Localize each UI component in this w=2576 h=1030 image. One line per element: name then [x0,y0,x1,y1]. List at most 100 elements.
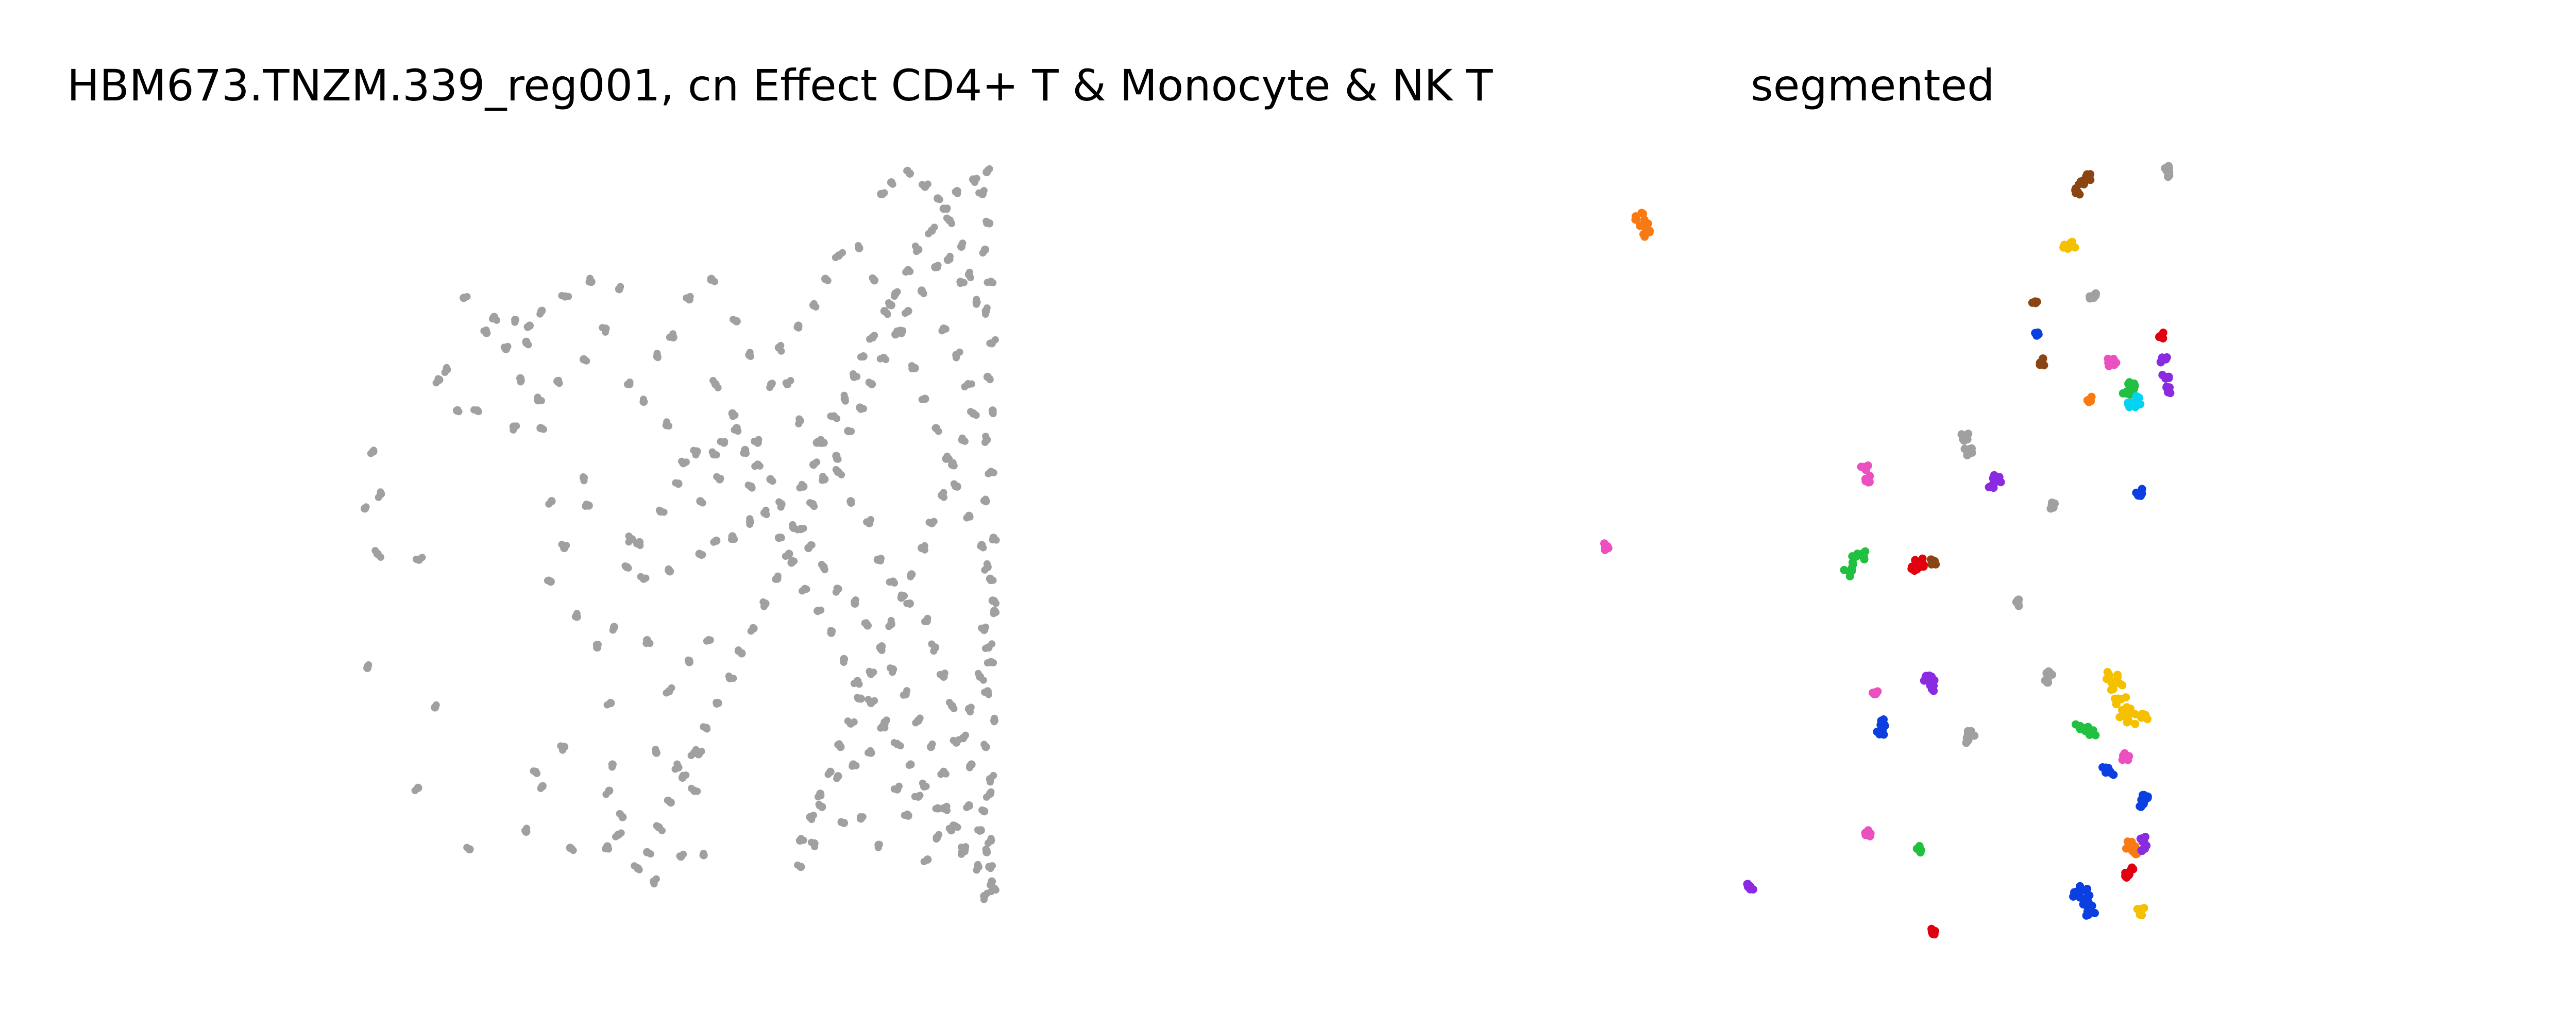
segment-point [1849,559,1857,568]
scatter-point [860,353,868,360]
scatter-point [635,866,643,873]
scatter-point [871,697,878,705]
scatter-point [989,279,997,287]
scatter-point [878,642,886,649]
scatter-point [990,659,997,666]
scatter-point [609,761,617,768]
scatter-point [772,575,779,583]
scatter-point [930,647,938,655]
scatter-point [946,255,954,263]
scatter-point [980,896,988,903]
segment-point [2038,359,2047,368]
scatter-point [676,852,684,860]
scatter-point [658,827,666,834]
scatter-point [524,341,532,349]
scatter-point [943,214,951,222]
scatter-point [817,436,825,443]
scatter-point [640,397,648,404]
scatter-point [930,518,938,525]
segment-point [2118,756,2127,764]
scatter-point [987,778,994,786]
scatter-point [972,411,980,419]
scatter-point [889,668,896,676]
segment-point [2067,241,2076,249]
scatter-point [586,274,594,282]
scatter-point [901,592,908,599]
scatter-point [906,268,914,276]
segment-point [1749,885,1757,894]
scatter-point [837,818,845,826]
scatter-point [834,455,842,463]
segment-point [1637,209,1646,217]
scatter-point [984,279,991,286]
scatter-point [901,812,908,819]
segment-point [2081,894,2090,902]
scatter-point [721,438,728,445]
scatter-point [735,646,742,654]
scatter-point [946,825,954,832]
scatter-point [755,436,762,443]
segment-point [2085,731,2094,739]
scatter-point [983,560,991,568]
scatter-point [983,304,991,312]
scatter-point [688,784,695,792]
scatter-point [653,350,661,357]
scatter-point [749,624,757,631]
scatter-point [984,166,992,174]
scatter-point [985,470,992,477]
scatter-point [943,802,951,810]
segment-point [2139,791,2147,799]
segment-point [1639,230,1648,238]
scatter-point [646,850,654,857]
segment-point [2131,719,2140,728]
scatter-point [869,274,876,282]
segment-point [2050,499,2059,508]
scatter-point [979,249,987,256]
scatter-point [524,323,532,331]
segment-point [2128,845,2137,853]
segment-point [2084,396,2093,404]
scatter-point [796,484,804,492]
segment-point [1931,926,1939,935]
scatter-point [443,364,450,371]
segment-point [2112,700,2121,709]
scatter-point [713,700,720,708]
scatter-point [713,473,721,480]
segment-point [1846,566,1855,575]
scatter-point [867,747,874,754]
scatter-point [859,813,867,821]
scatter-point [958,844,965,851]
segment-point [1876,720,1885,729]
scatter-point [725,672,733,680]
scatter-point [671,765,679,773]
scatter-point [992,599,1000,607]
scatter-point [880,718,888,726]
scatter-point [700,723,707,731]
scatter-point [848,427,855,435]
segment-point [2165,168,2174,177]
scatter-point [931,424,939,432]
scatter-point [784,552,791,560]
scatter-point [974,861,981,868]
scatter-point [877,557,884,565]
scatter-point [545,576,553,584]
scatter-point [655,506,663,514]
scatter-point [565,293,572,300]
scatter-point [637,573,645,580]
scatter-point [921,546,928,554]
scatter-point [979,676,987,684]
scatter-point [698,552,705,559]
scatter-point [992,609,1000,616]
scatter-point [747,353,754,360]
scatter-point [827,413,835,420]
scatter-point [460,294,467,302]
scatter-point [963,514,971,522]
scatter-point [800,836,807,844]
segment-point [2136,400,2145,408]
scatter-point [988,640,996,648]
scatter-point [854,695,862,702]
scatter-point [919,181,926,188]
scatter-point [432,703,439,711]
scatter-point [709,377,717,384]
scatter-point [663,418,671,426]
